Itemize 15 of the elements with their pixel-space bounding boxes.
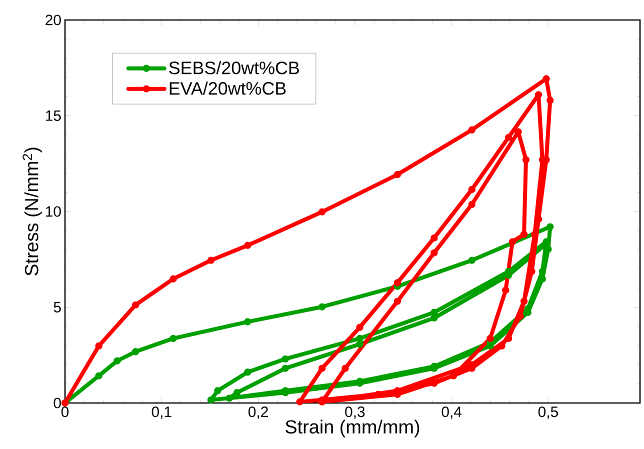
- x-axis-title: Strain (mm/mm): [286, 420, 420, 438]
- y-tick-label: 20: [46, 14, 61, 26]
- y-tick-label: 15: [46, 110, 61, 121]
- x-tick-label: 0,5: [538, 406, 558, 419]
- x-tick-label: 0,3: [345, 406, 365, 419]
- x-tick-label: 0,4: [442, 406, 462, 419]
- legend-label: EVA/20wt%CB: [170, 82, 286, 95]
- x-tick-label: 0: [61, 406, 69, 418]
- x-tick-label: 0,1: [152, 406, 172, 419]
- y-tick-label: 5: [54, 302, 61, 312]
- y-tick-label: 10: [46, 206, 61, 217]
- y-axis-title: Stress (N/mm$^{2}$): [22, 148, 42, 276]
- x-tick-label: 0,2: [248, 406, 268, 419]
- legend-label: SEBS/20wt%CB: [169, 61, 299, 74]
- y-tick-label: 0: [54, 398, 61, 408]
